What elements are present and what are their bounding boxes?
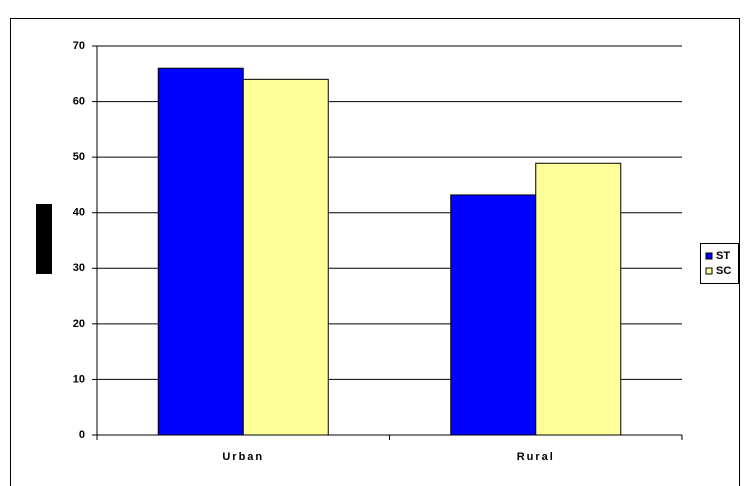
x-tick-label: Rural <box>517 451 555 463</box>
redacted-axis-label <box>36 204 52 274</box>
bar <box>535 162 622 436</box>
y-tick-label: 40 <box>73 207 85 219</box>
x-tick-label: Urban <box>222 451 264 463</box>
y-tick-label: 60 <box>73 95 85 107</box>
bar <box>242 78 329 436</box>
y-tick-label: 10 <box>73 373 85 385</box>
legend-label: SC <box>716 265 731 277</box>
y-tick-label: 70 <box>73 40 85 52</box>
bar <box>157 67 244 436</box>
y-tick-label: 20 <box>73 318 85 330</box>
y-tick-label: 50 <box>73 151 85 163</box>
bar <box>450 194 537 436</box>
chart-border <box>10 18 740 486</box>
legend-box <box>700 243 739 284</box>
legend-label: ST <box>716 250 730 262</box>
legend-marker <box>705 252 713 260</box>
y-tick-label: 0 <box>79 429 85 441</box>
legend-marker <box>705 267 713 275</box>
y-tick-label: 30 <box>73 262 85 274</box>
